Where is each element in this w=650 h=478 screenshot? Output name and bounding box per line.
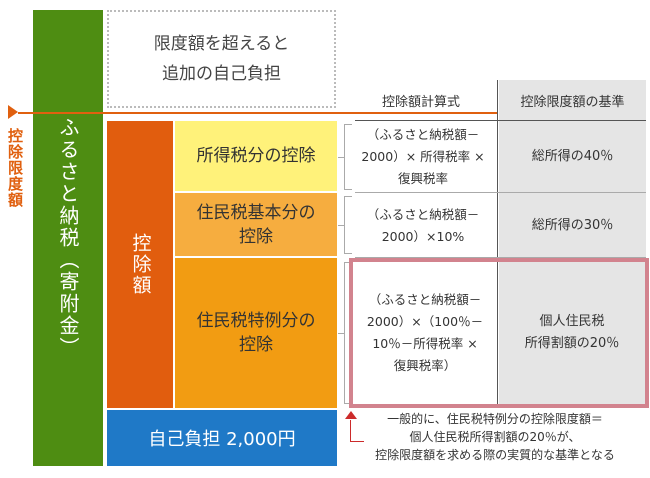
standard-text: 総所得の40％ <box>531 149 614 164</box>
brace-tip-row2 <box>338 225 344 226</box>
resident-basic-label-line1: 住民税基本分の <box>196 202 316 223</box>
extra-burden-box: 限度額を超えると 追加の自己負担 <box>107 10 336 108</box>
note-arrow-stem <box>350 420 351 442</box>
formula-line: （ふるさと納税額－ <box>366 127 480 142</box>
standard-cell-resident-special: 個人住民税 所得割額の20％ <box>499 262 645 404</box>
footnote: 一般的に、住民税特例分の控除限度額＝ 個人住民税所得割額の20％が、 控除限度額… <box>345 410 645 464</box>
formula-line: （ふるさと納税額－ <box>366 206 480 222</box>
resident-special-label-line2: 控除 <box>239 335 273 355</box>
brace-row2 <box>344 196 352 254</box>
furusato-donation-bar: ふるさと納税（寄附金） <box>33 10 103 466</box>
resident-basic-label-line2: 控除 <box>239 226 273 247</box>
extra-burden-line2: 追加の自己負担 <box>162 64 281 84</box>
brace-tip-row3 <box>338 333 344 334</box>
footnote-line3: 控除限度額を求める際の実質的な基準となる <box>375 448 615 462</box>
note-arrow-foot <box>350 441 364 442</box>
formula-cell-income-tax: （ふるさと納税額－ 2000）× 所得税率 × 復興税率 <box>349 122 497 192</box>
formula-cell-resident-special: （ふるさと納税額－ 2000）×（100％－ 10％－所得税率 × 復興税率） <box>353 262 497 404</box>
formula-line: 10％－所得税率 × <box>372 336 478 351</box>
column-divider <box>497 80 498 408</box>
formula-line: 2000）× 所得税率 × <box>361 149 485 164</box>
header-separator <box>355 120 646 121</box>
header-standard: 控除限度額の基準 <box>499 80 646 120</box>
row-separator-2 <box>355 257 646 258</box>
brace-row3 <box>344 262 352 404</box>
resident-tax-special-deduction-box: 住民税特例分の 控除 <box>175 258 337 408</box>
footnote-line1: 一般的に、住民税特例分の控除限度額＝ <box>387 412 603 426</box>
highlight-box <box>349 258 649 408</box>
deduction-amount-label: 控除額 <box>129 233 152 296</box>
extra-burden-line1: 限度額を超えると <box>153 34 290 54</box>
formula-cell-resident-basic: （ふるさと納税額－ 2000）×10% <box>349 194 497 257</box>
row-separator-1 <box>355 192 646 193</box>
formula-line: （ふるさと納税額－ <box>368 292 482 307</box>
self-burden-label: 自己負担 2,000円 <box>148 429 296 450</box>
header-standard-text: 控除限度額の基準 <box>520 94 625 110</box>
header-formula-text: 控除額計算式 <box>381 94 460 110</box>
formula-line: 復興税率 <box>397 171 448 186</box>
formula-line: 2000）×（100％－ <box>366 314 484 329</box>
arrow-up-icon <box>345 411 357 419</box>
resident-special-label-line1: 住民税特例分の <box>196 311 316 331</box>
resident-tax-basic-deduction-box: 住民税基本分の 控除 <box>175 193 337 256</box>
standard-text: 総所得の30％ <box>531 217 614 233</box>
footnote-line2: 個人住民税所得割額の20％が、 <box>409 430 581 444</box>
limit-arrow-icon <box>8 105 18 119</box>
header-formula: 控除額計算式 <box>345 80 497 120</box>
standard-text: 所得割額の20％ <box>524 336 620 351</box>
income-tax-deduction-box: 所得税分の控除 <box>175 121 337 191</box>
brace-tip-row1 <box>338 157 344 158</box>
income-tax-deduction-label: 所得税分の控除 <box>196 146 316 166</box>
standard-cell-income-tax: 総所得の40％ <box>499 122 646 192</box>
formula-line: 復興税率） <box>393 358 457 373</box>
self-burden-box: 自己負担 2,000円 <box>107 410 337 466</box>
furusato-donation-label: ふるさと納税（寄附金） <box>56 117 80 359</box>
formula-line: 2000）×10% <box>381 228 465 244</box>
brace-row1 <box>344 124 352 190</box>
deduction-limit-label: 控除限度額 <box>6 128 24 208</box>
standard-text: 個人住民税 <box>539 314 605 329</box>
deduction-limit-line <box>18 112 498 114</box>
standard-cell-resident-basic: 総所得の30％ <box>499 194 646 257</box>
deduction-amount-bar: 控除額 <box>107 121 173 408</box>
